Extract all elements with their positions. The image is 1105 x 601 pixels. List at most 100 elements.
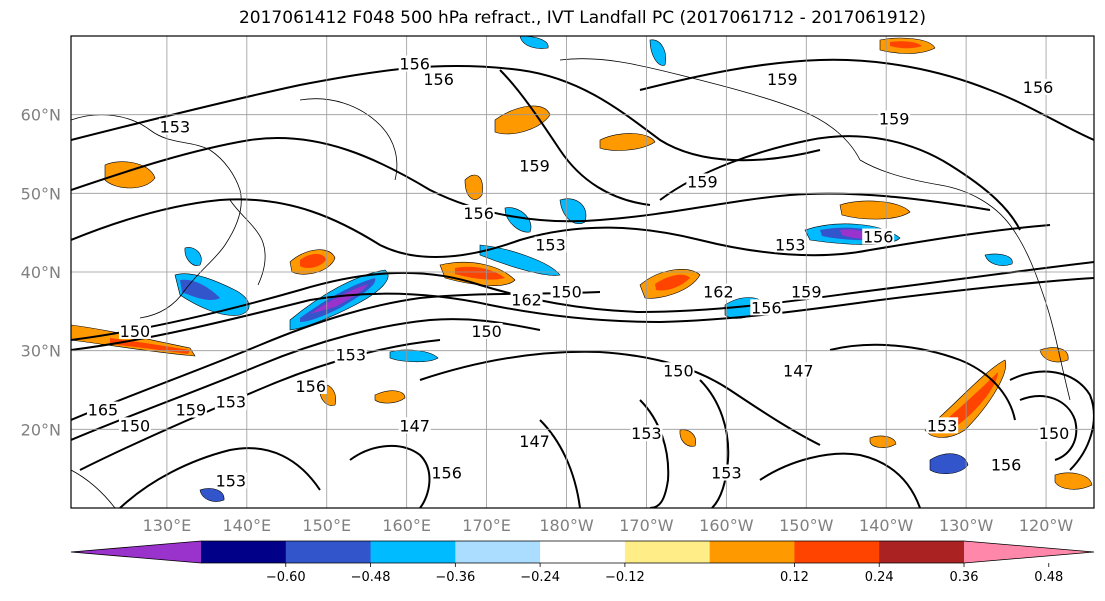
- longitude-label: 160°E: [382, 516, 431, 535]
- contour-label-bg: [214, 472, 247, 489]
- contour-label: 159: [879, 110, 910, 129]
- contour-line: [639, 58, 1094, 141]
- longitude-label: 140°E: [223, 516, 272, 535]
- contour-label-bg: [158, 118, 191, 135]
- colorbar-extend-min: [71, 541, 201, 563]
- contour-label-bg: [702, 283, 735, 300]
- colorbar-swatch: [624, 541, 711, 563]
- contour-line: [71, 318, 541, 441]
- colorbar-tick-label: −0.12: [605, 570, 645, 585]
- shade-patch: [1039, 347, 1069, 363]
- contour-label: 150: [120, 416, 151, 435]
- longitude-label: 170°W: [619, 516, 674, 535]
- longitude-label: 160°W: [699, 516, 754, 535]
- contour-label: 150: [471, 322, 502, 341]
- latitude-label: 20°N: [21, 420, 61, 439]
- colorbar-tick-label: 0.48: [1034, 570, 1063, 585]
- contour-line: [71, 277, 1094, 351]
- shade-patch: [455, 266, 505, 280]
- contour-line: [71, 291, 601, 421]
- coastline: [71, 114, 242, 319]
- coastlines: [71, 58, 1071, 508]
- colorbar-swatch: [370, 541, 456, 563]
- colorbar-tick-label: 0.36: [950, 570, 979, 585]
- contour-label: 153: [160, 117, 191, 136]
- shade-patch: [1054, 472, 1093, 490]
- contour-label-bg: [214, 393, 247, 410]
- shade-patch: [310, 284, 368, 314]
- contour-line: [499, 69, 651, 206]
- contour-line: [71, 198, 1051, 259]
- colorbar-swatch: [285, 541, 372, 563]
- colorbar-tick-label: −0.60: [266, 570, 306, 585]
- contour-line: [71, 261, 1094, 341]
- latitude-label: 30°N: [21, 342, 61, 361]
- contour-label-bg: [118, 417, 151, 434]
- shade-patch: [389, 349, 439, 363]
- contour-label: 153: [631, 424, 662, 443]
- contour-label-bg: [774, 236, 807, 253]
- contour-label: 153: [711, 464, 742, 483]
- contour-label-bg: [782, 362, 815, 379]
- contour-line: [419, 350, 821, 446]
- contour-label: 150: [1039, 424, 1070, 443]
- contour-label: 150: [120, 322, 151, 341]
- contour-label: 156: [1023, 78, 1054, 97]
- contour-label-bg: [926, 417, 959, 434]
- contour-line: [1019, 395, 1078, 461]
- contour-label: 162: [703, 283, 734, 302]
- latitude-labels: 60°N 50°N 40°N 30°N 20°N: [21, 106, 61, 440]
- contour-label: 147: [519, 432, 550, 451]
- shade-patch: [984, 253, 1013, 266]
- contour-line: [659, 135, 1021, 231]
- contour-label: 156: [863, 228, 894, 247]
- colorbar-swatch: [540, 541, 626, 563]
- shade-patch: [199, 488, 225, 502]
- contour-label-bg: [174, 401, 207, 418]
- contour-line: [829, 343, 1016, 421]
- coastline: [71, 469, 116, 508]
- longitude-label: 130°W: [939, 516, 994, 535]
- shade-patch: [839, 200, 911, 220]
- contour-label-bg: [630, 425, 663, 442]
- contour-label-bg: [462, 204, 495, 221]
- contour-label-bg: [790, 283, 823, 300]
- contour-label-bg: [518, 157, 551, 174]
- map-content: [71, 36, 1094, 508]
- contour-label: 147: [399, 416, 430, 435]
- gridlines: [71, 36, 1094, 508]
- contour-label: 153: [216, 471, 247, 490]
- colorbar-swatch: [201, 541, 287, 563]
- shade-patch: [890, 41, 922, 49]
- contour-label: 156: [423, 70, 454, 89]
- colorbar-swatch: [455, 541, 541, 563]
- contour-label-bg: [686, 173, 719, 190]
- colorbar-swatch: [709, 541, 795, 563]
- contour-line: [349, 444, 431, 508]
- shade-patch: [599, 133, 656, 151]
- contour-label: 159: [687, 172, 718, 191]
- shade-patch: [519, 36, 549, 49]
- map-title: 2017061412 F048 500 hPa refract., IVT La…: [238, 8, 926, 28]
- colorbar-outline: [70, 540, 1095, 564]
- contour-label-bg: [550, 283, 583, 300]
- contour-label: 159: [791, 283, 822, 302]
- contour-label: 147: [783, 361, 814, 380]
- contour-line: [759, 452, 921, 508]
- contour-label-bg: [430, 464, 463, 481]
- contour-label-bg: [118, 322, 151, 339]
- contour-label-bg: [766, 71, 799, 88]
- shade-patch: [504, 207, 532, 233]
- colorbar: −0.60 −0.48 −0.36 −0.24 −0.12 0.12 0.24 0.36 0.4…: [70, 540, 1095, 585]
- shade-patch: [940, 372, 998, 425]
- contour-label-bg: [86, 401, 119, 418]
- latitude-label: 60°N: [21, 106, 61, 125]
- contour-line: [79, 339, 441, 471]
- contour-label: 159: [519, 157, 550, 176]
- shade-patch: [649, 39, 666, 66]
- contour-label-bg: [398, 417, 431, 434]
- contour-line: [71, 64, 821, 162]
- coastline: [859, 159, 1071, 401]
- shade-patch: [180, 279, 220, 301]
- contour-label-bg: [862, 228, 895, 245]
